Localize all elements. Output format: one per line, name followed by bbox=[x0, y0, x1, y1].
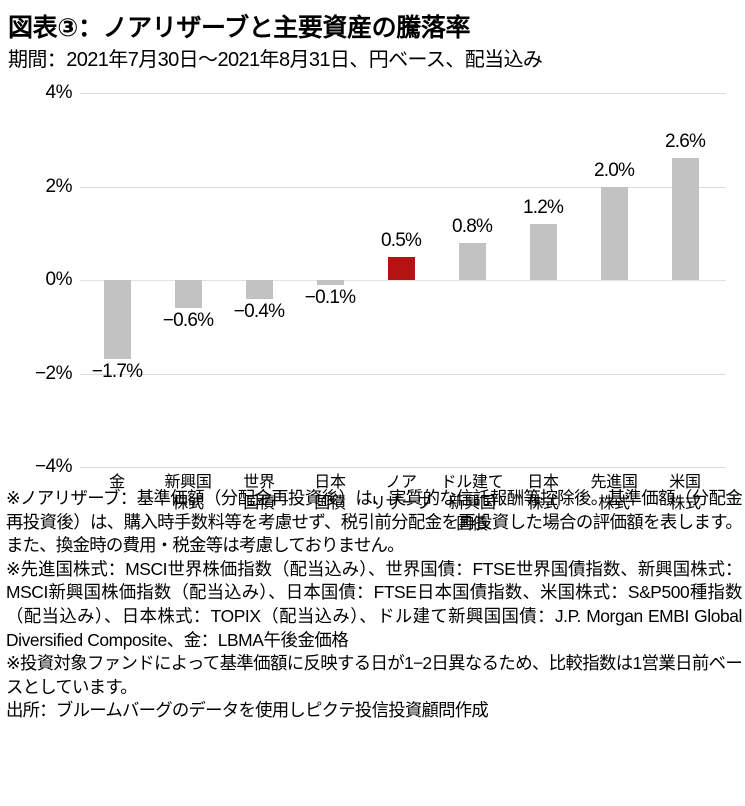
page-title: 図表③：ノアリザーブと主要資産の騰落率 bbox=[8, 14, 471, 42]
footnote-paragraph: 出所：ブルームバーグのデータを使用しピクテ投信投資顧問作成 bbox=[6, 700, 489, 721]
y-axis-tick-label: 4% bbox=[45, 82, 73, 103]
x-axis-category-label: 日本 国債 bbox=[314, 474, 346, 512]
bar-chart: 4% 2% 0% −2% −4% −1.7% −0.6% −0.4% −0.1% 0.5% 0.8… bbox=[0, 80, 745, 533]
x-axis-category-label: 日本 株式 bbox=[527, 474, 559, 512]
gridline bbox=[80, 373, 726, 375]
footnotes: ※ノアリザーブ：基準価額（分配金再投資後）は、実質的な信託報酬等控除後。基準価額… bbox=[6, 487, 743, 723]
footnote-paragraph: ※先進国株式：MSCI世界株価指数（配当込み）、世界国債：FTSE世界国債指数、… bbox=[6, 558, 742, 650]
bar[interactable] bbox=[245, 280, 273, 299]
y-axis-ticks: 4% 2% 0% −2% −4% bbox=[0, 82, 73, 477]
bar[interactable] bbox=[316, 280, 344, 285]
gridline bbox=[80, 280, 726, 281]
bar[interactable] bbox=[529, 223, 557, 280]
gridline bbox=[80, 93, 726, 94]
page-subtitle: 期間：2021年7月30日～2021年8月31日、円ベース、配当込み bbox=[8, 49, 543, 71]
footnote-paragraph: ※ノアリザーブ：基準価額（分配金再投資後）は、実質的な信託報酬等控除後。基準価額… bbox=[6, 488, 743, 556]
x-axis-category-label: 金 bbox=[109, 474, 125, 491]
x-axis-category-label: 米国 株式 bbox=[669, 474, 701, 512]
gridline bbox=[80, 186, 726, 188]
x-axis-category-label: ドル建て 新興国 国債 bbox=[440, 474, 504, 533]
gridline bbox=[80, 467, 726, 468]
y-axis-tick-label: 2% bbox=[45, 175, 73, 197]
x-axis-category-label: ノア リザーブ bbox=[370, 474, 432, 512]
bar-value-label: 2.6% bbox=[664, 131, 706, 153]
bar[interactable] bbox=[174, 280, 202, 309]
bar[interactable] bbox=[387, 256, 415, 280]
x-axis-category-label: 先進国 株式 bbox=[590, 474, 638, 512]
bar-value-label: 1.2% bbox=[522, 196, 564, 218]
bar-value-label: −0.4% bbox=[233, 300, 285, 322]
footnote-paragraph: ※投資対象ファンドによって基準価額に反映する日が1−2日異なるため、比較指数は1… bbox=[6, 653, 743, 697]
bar[interactable] bbox=[103, 280, 131, 360]
bar-value-label: 2.0% bbox=[593, 159, 635, 181]
bar-value-label: −0.1% bbox=[304, 286, 356, 308]
x-axis-category-label: 新興国 株式 bbox=[164, 474, 212, 512]
bar-value-label: 0.8% bbox=[451, 215, 493, 237]
y-axis-tick-label: −2% bbox=[34, 362, 73, 384]
bar[interactable] bbox=[671, 158, 699, 280]
y-axis-tick-label: −4% bbox=[34, 456, 73, 477]
plot-area: −1.7% −0.6% −0.4% −0.1% 0.5% 0.8% 1.2% 2.0% 2.6% bbox=[80, 93, 726, 468]
bar-value-label: −1.7% bbox=[91, 361, 143, 383]
bar[interactable] bbox=[458, 242, 486, 280]
x-axis-category-label: 世界 国債 bbox=[243, 474, 275, 512]
bar-value-label: −0.6% bbox=[162, 310, 214, 332]
bar-value-label: 0.5% bbox=[380, 229, 422, 251]
y-axis-tick-label: 0% bbox=[45, 269, 73, 290]
bar[interactable] bbox=[600, 186, 628, 280]
